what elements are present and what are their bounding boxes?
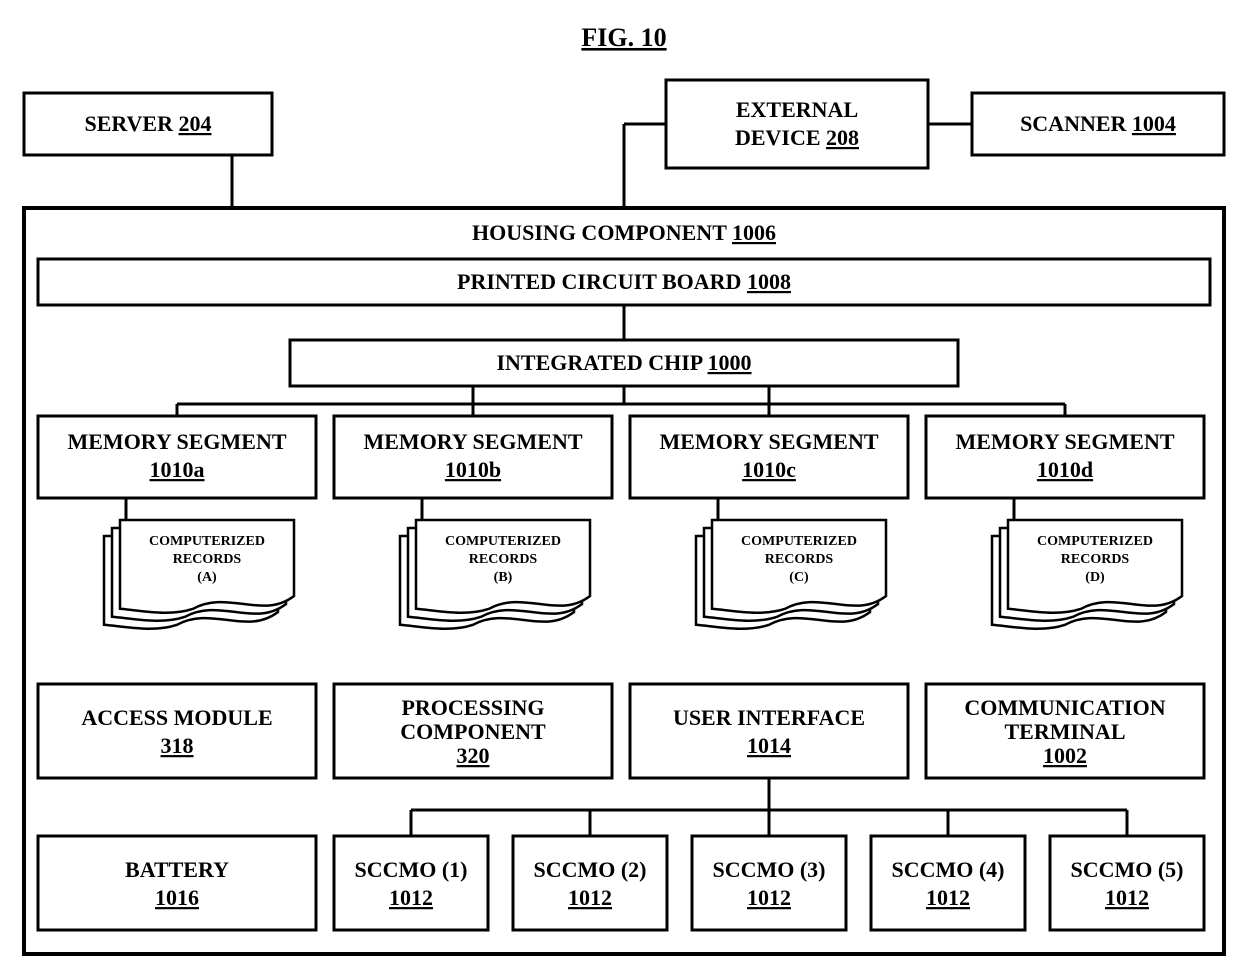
label: 1012 — [568, 885, 612, 910]
label: MEMORY SEGMENT — [659, 429, 878, 454]
records-label: COMPUTERIZED — [1037, 534, 1153, 549]
label: EXTERNAL — [736, 97, 858, 122]
records-label: RECORDS — [1061, 552, 1130, 567]
label: 1012 — [926, 885, 970, 910]
label: TERMINAL — [1004, 719, 1125, 744]
records-label: RECORDS — [469, 552, 538, 567]
records-label: RECORDS — [173, 552, 242, 567]
records-tag: (B) — [494, 570, 513, 585]
sccmo-box — [692, 836, 846, 930]
label-with-ref: PRINTED CIRCUIT BOARD 1008 — [457, 269, 791, 294]
label: SCCMO (1) — [354, 857, 467, 882]
label: SCCMO (5) — [1070, 857, 1183, 882]
label: MEMORY SEGMENT — [363, 429, 582, 454]
label: PROCESSING — [401, 695, 544, 720]
label: SCCMO (3) — [712, 857, 825, 882]
records-label: COMPUTERIZED — [445, 534, 561, 549]
records-label: RECORDS — [765, 552, 834, 567]
records-tag: (D) — [1085, 570, 1105, 585]
label-with-ref: SCANNER 1004 — [1020, 111, 1176, 136]
label: COMPONENT — [400, 719, 546, 744]
label-with-ref: HOUSING COMPONENT 1006 — [472, 220, 776, 245]
label: SCCMO (4) — [891, 857, 1004, 882]
sccmo-box — [871, 836, 1025, 930]
figure-title: FIG. 10 — [581, 23, 666, 52]
label: 318 — [161, 733, 194, 758]
sccmo-box — [513, 836, 667, 930]
label: 1014 — [747, 733, 791, 758]
label: COMMUNICATION — [964, 695, 1165, 720]
label: MEMORY SEGMENT — [67, 429, 286, 454]
label: 1010c — [742, 457, 796, 482]
label: BATTERY — [125, 857, 229, 882]
label: 1010d — [1037, 457, 1093, 482]
records-label: COMPUTERIZED — [741, 534, 857, 549]
label: USER INTERFACE — [673, 705, 865, 730]
figure-diagram: FIG. 10 HOUSING COMPONENT 1006 SERVER 204 E… — [0, 0, 1248, 977]
sccmo-box — [334, 836, 488, 930]
label-with-ref: SERVER 204 — [85, 111, 212, 136]
label: 1002 — [1043, 743, 1087, 768]
records-tag: (C) — [789, 570, 809, 585]
label: 1010a — [150, 457, 205, 482]
label: ACCESS MODULE — [81, 705, 272, 730]
records-label: COMPUTERIZED — [149, 534, 265, 549]
label: 1012 — [389, 885, 433, 910]
label: 1012 — [1105, 885, 1149, 910]
records-tag: (A) — [197, 570, 217, 585]
label: SCCMO (2) — [533, 857, 646, 882]
label: 1012 — [747, 885, 791, 910]
label-with-ref: DEVICE 208 — [735, 125, 859, 150]
label: 320 — [457, 743, 490, 768]
label: 1010b — [445, 457, 501, 482]
label: MEMORY SEGMENT — [955, 429, 1174, 454]
battery-box — [38, 836, 316, 930]
label-with-ref: INTEGRATED CHIP 1000 — [496, 350, 751, 375]
label: 1016 — [155, 885, 199, 910]
sccmo-box — [1050, 836, 1204, 930]
